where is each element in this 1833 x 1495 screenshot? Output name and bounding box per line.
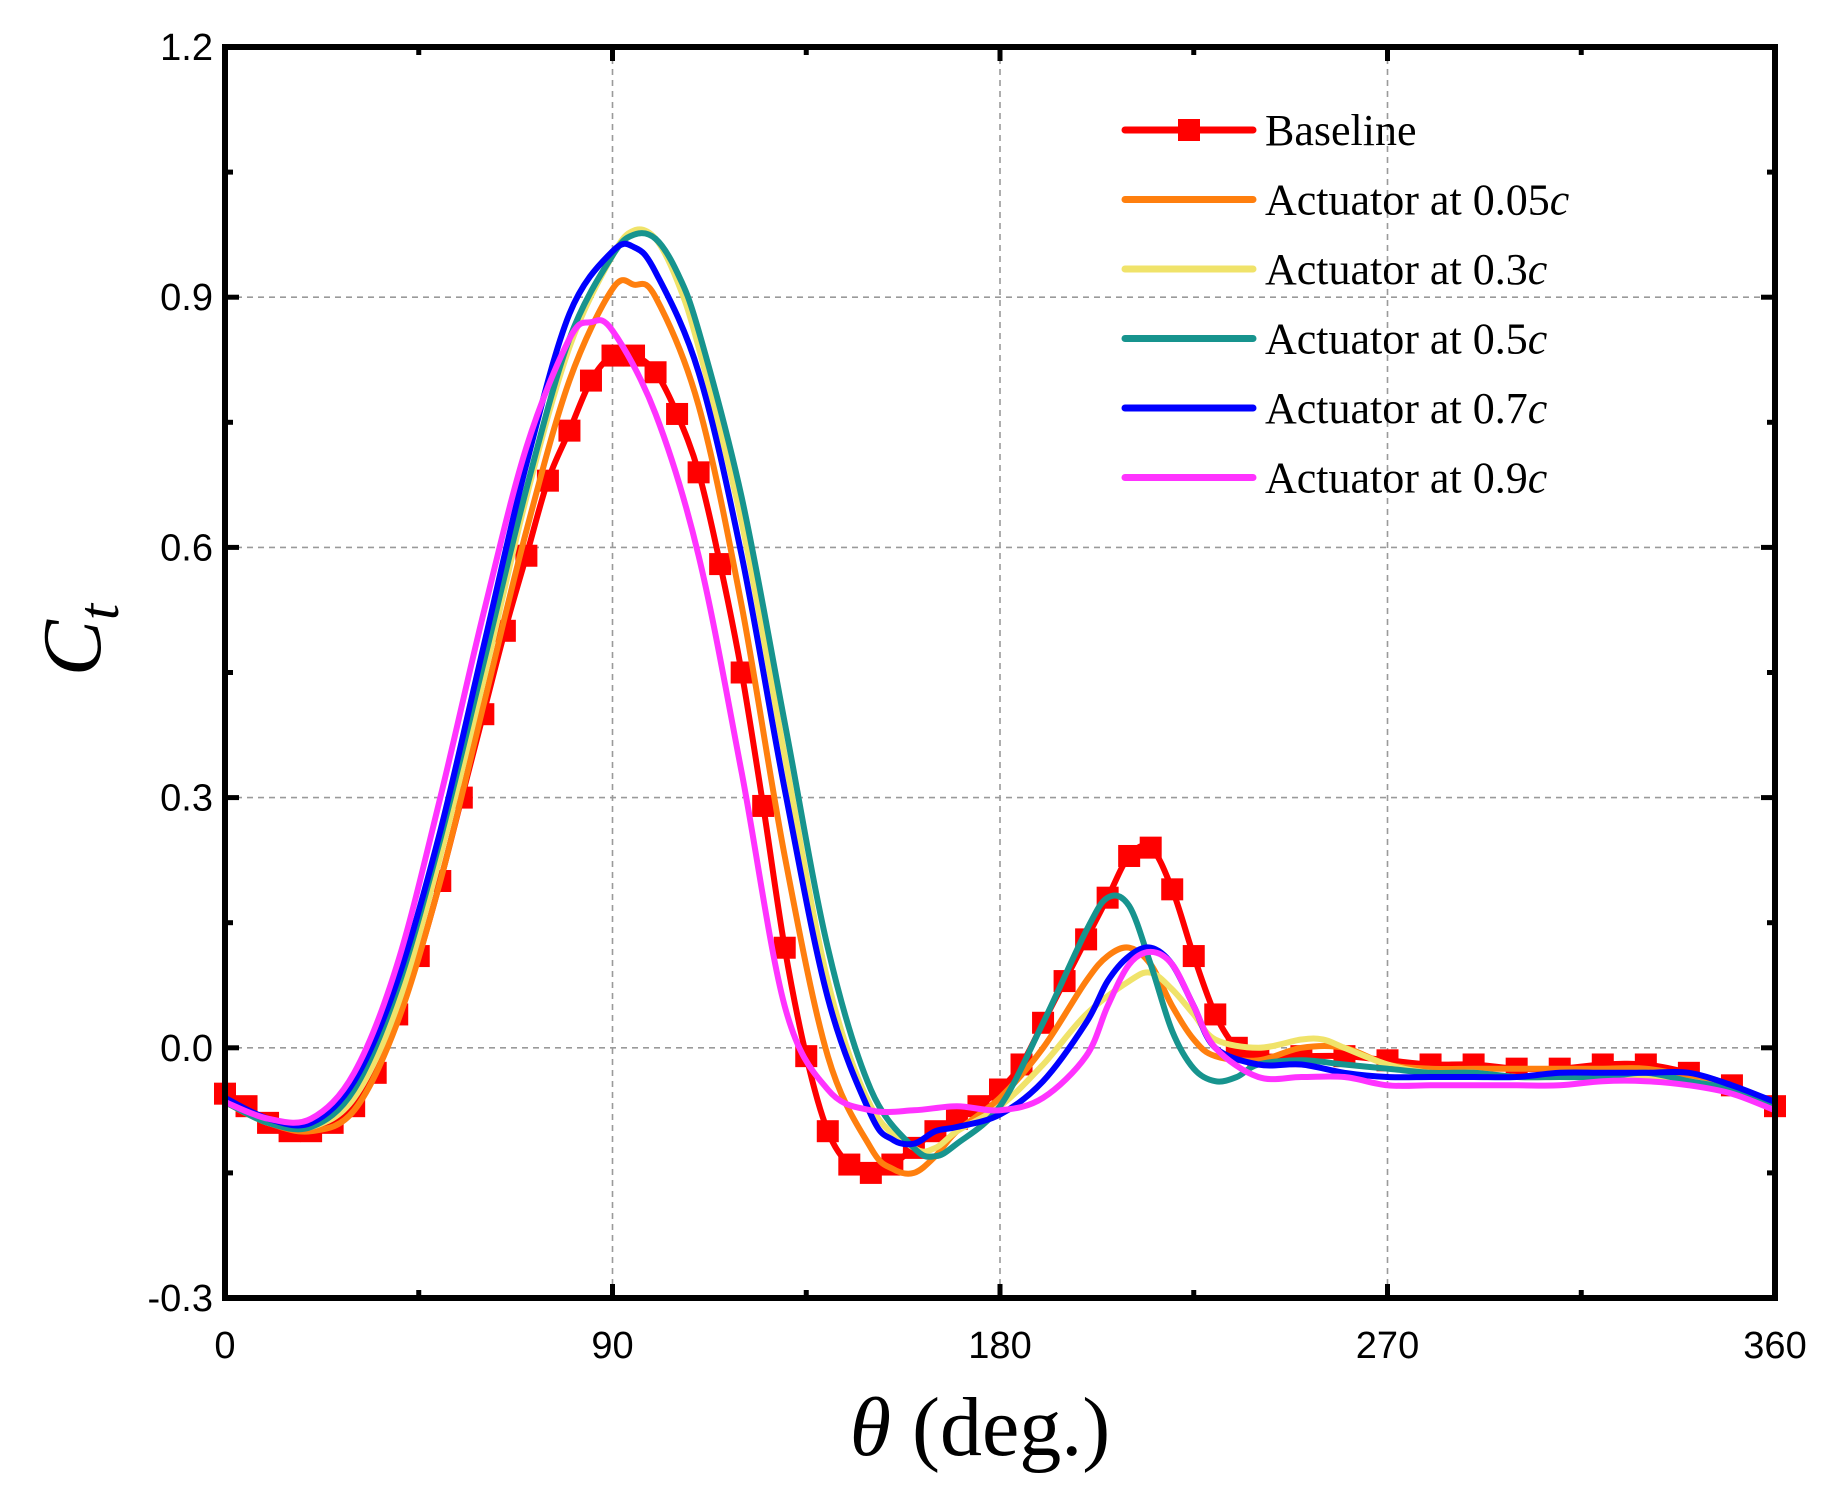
legend-entry-baseline: Baseline [1121, 106, 1417, 155]
data-point-baseline [1204, 1003, 1227, 1026]
data-point-baseline [558, 419, 581, 442]
legend-label-italic: c [1528, 245, 1548, 294]
series-actuator-at-0-05c [222, 277, 1778, 1177]
legend-label-italic: c [1528, 384, 1548, 433]
legend-entry-actuator-at-0-9c: Actuator at 0.9c [1121, 454, 1548, 503]
x-tick-label: 90 [591, 1325, 633, 1367]
legend-label-text: Actuator at 0.7 [1265, 384, 1528, 433]
legend-entry-actuator-at-0-3c: Actuator at 0.3c [1121, 245, 1548, 294]
legend-label-italic: c [1528, 315, 1548, 364]
data-point-baseline [1139, 836, 1162, 859]
series-actuator-at-0-5c [222, 230, 1778, 1160]
y-tick-label: 0.0 [160, 1028, 213, 1070]
legend-label: Actuator at 0.05c [1265, 176, 1570, 225]
data-point-baseline [666, 402, 689, 425]
y-tick-label: 0.3 [160, 778, 213, 820]
series-actuator-at-0-7c [222, 240, 1778, 1148]
x-tick-label: 360 [1743, 1325, 1806, 1367]
y-axis-symbol: C [26, 619, 119, 676]
legend-label-text: Actuator at 0.5 [1265, 315, 1528, 364]
series-line-actuator-at-0-5c [222, 230, 1778, 1160]
data-point-baseline [838, 1153, 861, 1176]
legend-label-text: Actuator at 0.05 [1265, 176, 1550, 225]
x-axis-symbol: θ [850, 1381, 891, 1474]
data-point-baseline [730, 661, 753, 684]
legend-label-text: Baseline [1265, 106, 1417, 155]
y-tick-label: 0.9 [160, 277, 213, 319]
x-axis-label: θ (deg.) [850, 1381, 1111, 1474]
legend-marker [1178, 119, 1200, 141]
y-tick-label: -0.3 [148, 1278, 213, 1320]
legend-label: Actuator at 0.9c [1265, 454, 1548, 503]
data-point-baseline [579, 369, 602, 392]
x-tick-label: 180 [968, 1325, 1031, 1367]
data-point-baseline [773, 936, 796, 959]
legend-entry-actuator-at-0-05c: Actuator at 0.05c [1121, 176, 1570, 225]
data-point-baseline [644, 361, 667, 384]
legend-label-italic: c [1550, 176, 1570, 225]
x-axis-unit: (deg.) [891, 1381, 1110, 1474]
legend-label-text: Actuator at 0.9 [1265, 454, 1528, 503]
y-tick-label: 1.2 [160, 27, 213, 69]
data-point-baseline [1182, 945, 1205, 968]
legend-label-italic: c [1528, 454, 1548, 503]
axis-ticks: 0 90 180 270 360 -0.3 0.0 0.3 0.6 0.9 1.2 [148, 27, 1807, 1367]
series-line-actuator-at-0-9c [222, 317, 1778, 1126]
x-tick-label: 270 [1356, 1325, 1419, 1367]
data-point-baseline [709, 553, 732, 576]
legend-entry-actuator-at-0-7c: Actuator at 0.7c [1121, 384, 1548, 433]
legend-label-text: Actuator at 0.3 [1265, 245, 1528, 294]
data-point-baseline [859, 1161, 882, 1184]
series-line-actuator-at-0-05c [222, 277, 1778, 1177]
data-point-baseline [752, 794, 775, 817]
y-tick-label: 0.6 [160, 527, 213, 569]
legend-label: Baseline [1265, 106, 1417, 155]
series-layer [214, 226, 1786, 1184]
y-axis-label: Ct [26, 602, 131, 676]
series-actuator-at-0-9c [222, 317, 1778, 1126]
legend-label: Actuator at 0.3c [1265, 245, 1548, 294]
data-point-baseline [601, 344, 624, 367]
legend-entry-actuator-at-0-5c: Actuator at 0.5c [1121, 315, 1548, 364]
data-point-baseline [687, 461, 710, 484]
legend-label: Actuator at 0.7c [1265, 384, 1548, 433]
grid [225, 47, 1775, 1298]
series-line-actuator-at-0-7c [222, 240, 1778, 1148]
x-tick-label: 0 [214, 1325, 235, 1367]
data-point-baseline [1118, 844, 1141, 867]
legend-label: Actuator at 0.5c [1265, 315, 1548, 364]
data-point-baseline [1161, 878, 1184, 901]
y-axis-subscript: t [66, 602, 131, 620]
data-point-baseline [816, 1120, 839, 1143]
